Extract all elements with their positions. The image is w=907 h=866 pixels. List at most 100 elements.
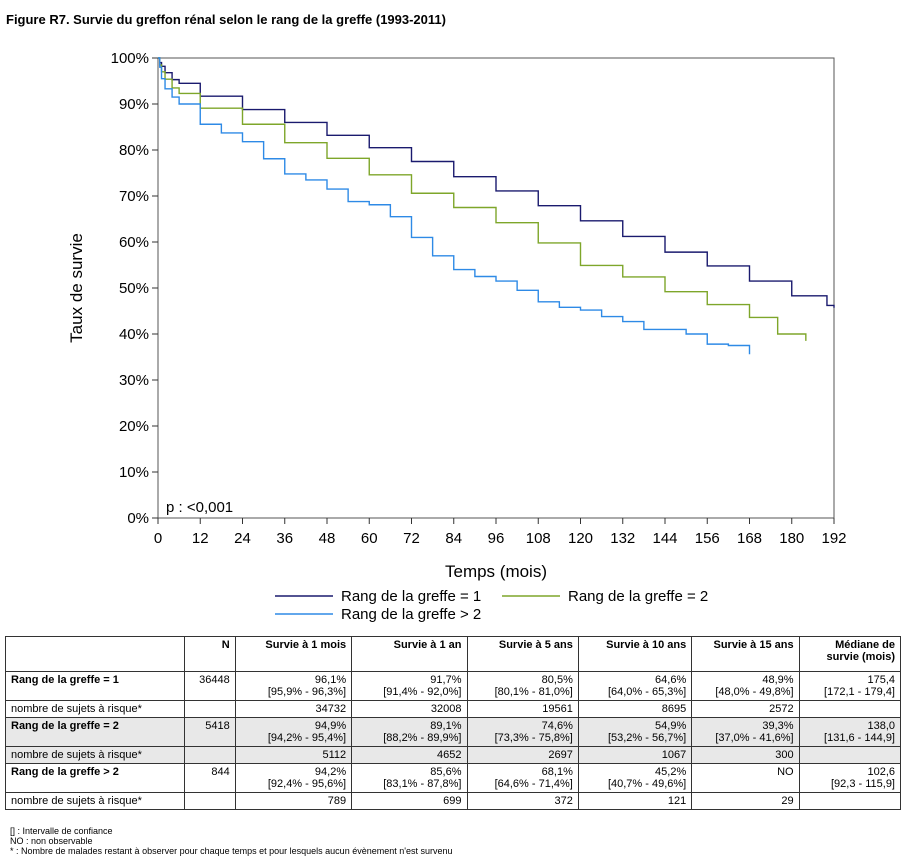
- risk-count: 300: [691, 746, 800, 764]
- x-tick-label: 60: [361, 530, 378, 547]
- table-cell: [183, 700, 236, 718]
- table-cell: 89,1% [88,2% - 89,9%]: [351, 717, 468, 747]
- confidence-interval: [73,3% - 75,8%]: [494, 732, 573, 744]
- value: 39,3%: [762, 720, 794, 732]
- value: NO: [777, 766, 794, 778]
- risk-count: 1067: [577, 746, 693, 764]
- confidence-interval: [92,3 - 115,9]: [830, 778, 895, 790]
- table-cell: 96,1% [95,9% - 96,3%]: [234, 671, 353, 701]
- y-tick-label: 60%: [119, 234, 149, 251]
- value: 94,9%: [314, 720, 347, 732]
- value: 85,6%: [430, 766, 462, 778]
- x-tick-label: 120: [568, 530, 593, 547]
- x-tick-label: 108: [526, 530, 551, 547]
- plot-frame: [157, 57, 835, 519]
- x-tick-label: 96: [488, 530, 505, 547]
- table-cell: 94,9% [94,2% - 95,4%]: [234, 717, 353, 747]
- confidence-interval: [83,1% - 87,8%]: [383, 778, 462, 790]
- confidence-interval: [37,0% - 41,6%]: [715, 732, 794, 744]
- value: 74,6%: [541, 720, 573, 732]
- header-cell: Médiane de survie (mois): [798, 636, 902, 672]
- risk-row: nombre de sujets à risque* 34732 32008 1…: [5, 700, 902, 718]
- value: 91,7%: [430, 674, 462, 686]
- x-tick-label: 180: [779, 530, 804, 547]
- confidence-interval: [131,6 - 144,9]: [824, 732, 895, 744]
- header-cell: Survie à 1 an: [351, 636, 468, 672]
- risk-count: [798, 746, 902, 764]
- confidence-interval: [64,0% - 65,3%]: [607, 686, 687, 698]
- x-tick-label: 132: [610, 530, 635, 547]
- series-line-2: [158, 57, 807, 341]
- x-tick-label: 192: [821, 530, 846, 547]
- risk-count: [798, 792, 902, 810]
- value: 138,0: [867, 720, 895, 732]
- risk-count: 121: [577, 792, 693, 810]
- risk-count: [798, 700, 902, 718]
- x-tick-label: 24: [234, 530, 251, 547]
- y-axis-label: Taux de survie: [67, 233, 86, 343]
- y-tick-label: 70%: [119, 188, 149, 205]
- table-cell: 102,6 [92,3 - 115,9]: [798, 763, 902, 793]
- table-cell: 94,2% [92,4% - 95,6%]: [234, 763, 353, 793]
- risk-count: 2697: [466, 746, 579, 764]
- table-cell: 64,6% [64,0% - 65,3%]: [577, 671, 693, 701]
- table-cell: 74,6% [73,3% - 75,8%]: [466, 717, 579, 747]
- risk-count: 32008: [351, 700, 468, 718]
- header-cell: Survie à 15 ans: [691, 636, 800, 672]
- y-tick-label: 30%: [119, 372, 149, 389]
- risk-count: 8695: [577, 700, 693, 718]
- confidence-interval: [91,4% - 92,0%]: [383, 686, 462, 698]
- table-cell: 68,1% [64,6% - 71,4%]: [466, 763, 579, 793]
- group-n: 844: [183, 763, 236, 793]
- table-cell: 138,0 [131,6 - 144,9]: [798, 717, 902, 747]
- p-value-annotation: p : <0,001: [166, 499, 233, 516]
- confidence-interval: [40,7% - 49,6%]: [607, 778, 687, 790]
- risk-count: 2572: [691, 700, 800, 718]
- confidence-interval: [172,1 - 179,4]: [824, 686, 895, 698]
- footnotes: [] : Intervalle de confiance NO : non ob…: [10, 826, 452, 856]
- risk-label: nombre de sujets à risque*: [5, 700, 185, 718]
- series-line-3: [158, 57, 751, 355]
- table-cell: 45,2% [40,7% - 49,6%]: [577, 763, 693, 793]
- confidence-interval: [53,2% - 56,7%]: [607, 732, 687, 744]
- value: 96,1%: [314, 674, 347, 686]
- value: 175,4: [867, 674, 895, 686]
- group-label: Rang de la greffe > 2: [5, 763, 185, 793]
- confidence-interval: [92,4% - 95,6%]: [267, 778, 347, 790]
- risk-count: 29: [691, 792, 800, 810]
- y-tick-label: 90%: [119, 96, 149, 113]
- group-n: 5418: [183, 717, 236, 747]
- table-cell: [183, 792, 236, 810]
- confidence-interval: [94,2% - 95,4%]: [267, 732, 347, 744]
- risk-count: 4652: [351, 746, 468, 764]
- survival-table: N Survie à 1 mois Survie à 1 an Survie à…: [5, 636, 902, 810]
- x-axis-label: Temps (mois): [445, 562, 547, 581]
- risk-label: nombre de sujets à risque*: [5, 746, 185, 764]
- group-label: Rang de la greffe = 1: [5, 671, 185, 701]
- risk-label: nombre de sujets à risque*: [5, 792, 185, 810]
- x-tick-label: 168: [737, 530, 762, 547]
- group-n: 36448: [183, 671, 236, 701]
- risk-count: 34732: [234, 700, 353, 718]
- table-header-row: N Survie à 1 mois Survie à 1 an Survie à…: [5, 636, 902, 672]
- header-cell: Survie à 5 ans: [466, 636, 579, 672]
- survival-chart: 0% 10% 20% 30% 40% 50% 60% 70% 80% 90% 100% 0 12 24 36…: [67, 50, 847, 623]
- risk-count: 19561: [466, 700, 579, 718]
- table-cell: 39,3% [37,0% - 41,6%]: [691, 717, 800, 747]
- table-cell: 54,9% [53,2% - 56,7%]: [577, 717, 693, 747]
- y-tick-label: 100%: [111, 50, 149, 67]
- x-tick-label: 36: [276, 530, 293, 547]
- legend-label-3: Rang de la greffe > 2: [341, 606, 481, 623]
- risk-count: 789: [234, 792, 353, 810]
- footnote: NO : non observable: [10, 836, 93, 846]
- header-cell: Survie à 1 mois: [234, 636, 353, 672]
- value: 48,9%: [762, 674, 794, 686]
- risk-count: 699: [351, 792, 468, 810]
- table-cell: NO: [691, 763, 800, 793]
- table-cell: 80,5% [80,1% - 81,0%]: [466, 671, 579, 701]
- y-tick-label: 0%: [127, 510, 149, 527]
- table-row: Rang de la greffe = 1 36448 96,1% [95,9% …: [5, 671, 902, 701]
- table-cell: 48,9% [48,0% - 49,8%]: [691, 671, 800, 701]
- header-cell: N: [183, 636, 236, 672]
- figure-title: Figure R7. Survie du greffon rénal selon…: [6, 12, 446, 27]
